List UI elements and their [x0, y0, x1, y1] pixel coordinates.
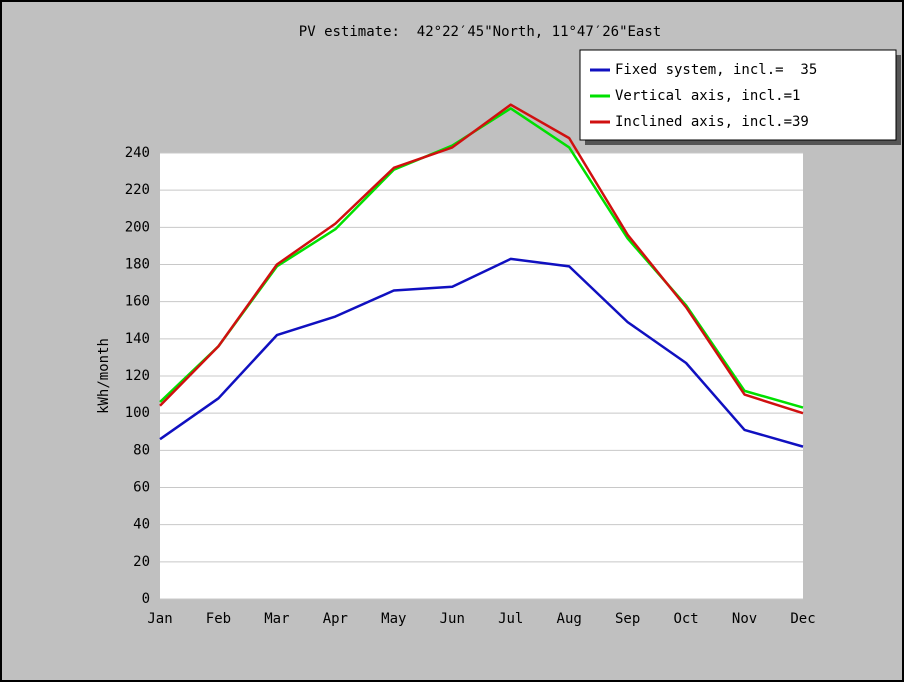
x-tick-label: Jun — [440, 611, 465, 627]
y-tick-label: 180 — [125, 257, 150, 273]
series-line — [159, 257, 804, 448]
x-tick-label: Aug — [557, 611, 582, 627]
chart-title: PV estimate: 42°22′45"North, 11°47′26"Ea… — [299, 24, 661, 40]
y-tick-label: 240 — [125, 145, 150, 161]
y-tick-label: 0 — [142, 591, 150, 607]
y-tick-label: 60 — [133, 480, 150, 496]
y-tick-label: 120 — [125, 368, 150, 384]
y-tick-label: 220 — [125, 182, 150, 198]
x-tick-label: May — [381, 611, 406, 627]
y-tick-label: 160 — [125, 294, 150, 310]
x-tick-label: Nov — [732, 611, 757, 627]
x-tick-label: Jul — [498, 611, 523, 627]
x-tick-label: Mar — [264, 611, 289, 627]
x-tick-label: Apr — [323, 611, 348, 627]
x-tick-label: Dec — [790, 611, 815, 627]
legend-label: Vertical axis, incl.=1 — [615, 88, 800, 104]
y-tick-label: 40 — [133, 517, 150, 533]
legend — [579, 49, 897, 141]
y-tick-label: 20 — [133, 554, 150, 570]
x-tick-label: Jan — [147, 611, 172, 627]
legend-label: Fixed system, incl.= 35 — [615, 62, 817, 78]
y-tick-label: 200 — [125, 219, 150, 235]
series-line — [159, 103, 804, 415]
y-tick-label: 80 — [133, 442, 150, 458]
x-tick-label: Feb — [206, 611, 231, 627]
x-tick-label: Sep — [615, 611, 640, 627]
y-axis-label: kWh/month — [96, 338, 112, 414]
x-tick-label: Oct — [673, 611, 698, 627]
y-tick-label: 140 — [125, 331, 150, 347]
legend-label: Inclined axis, incl.=39 — [615, 114, 809, 130]
y-tick-label: 100 — [125, 405, 150, 421]
